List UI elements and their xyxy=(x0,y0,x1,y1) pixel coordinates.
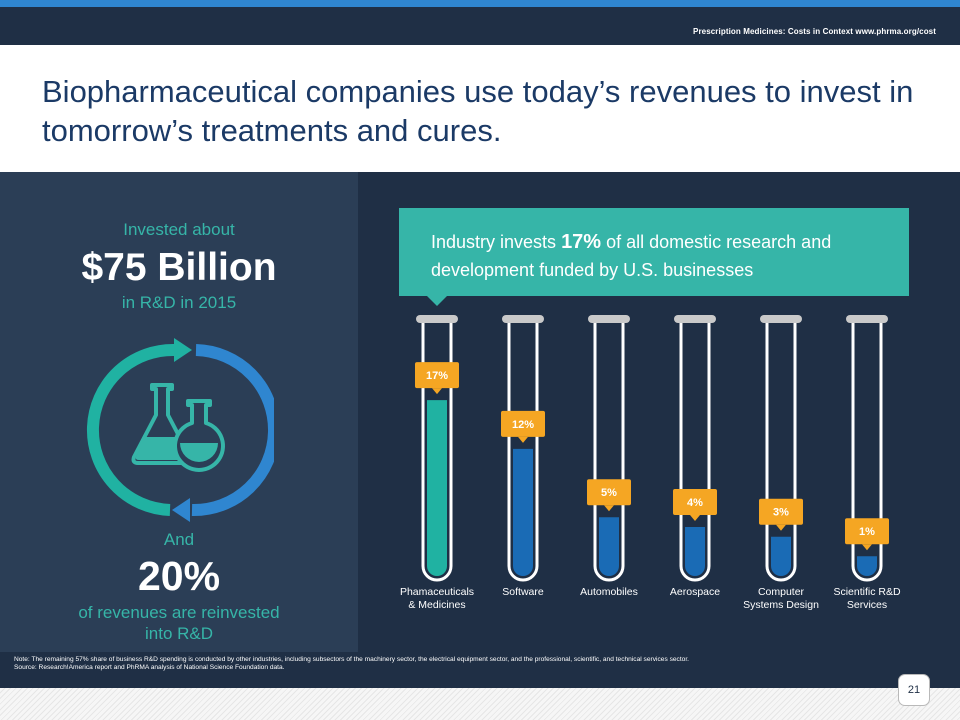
footnote-note: Note: The remaining 57% share of busines… xyxy=(14,656,689,663)
tube-outline xyxy=(851,320,883,582)
category-label: Automobiles xyxy=(580,586,638,598)
bar xyxy=(599,517,619,576)
bar xyxy=(771,536,791,576)
category-label-line: Computer xyxy=(758,586,805,598)
data-label: 12% xyxy=(512,419,534,431)
data-label-pointer xyxy=(690,514,700,521)
bar xyxy=(427,400,447,576)
data-label-box xyxy=(673,488,717,515)
data-label: 17% xyxy=(426,370,448,382)
category-label: Computer Systems Design xyxy=(743,586,819,611)
header-reference: Prescription Medicines: Costs in Context… xyxy=(693,27,936,36)
page-number: 21 xyxy=(898,674,930,706)
round-flask-icon xyxy=(173,399,225,472)
data-label-pointer xyxy=(604,505,614,512)
tube-cap xyxy=(846,315,888,323)
and-label: And xyxy=(163,530,195,549)
reinvest-label: of revenues are reinvested into R&D xyxy=(0,602,358,644)
bar xyxy=(685,526,705,576)
tube-cap xyxy=(416,315,458,323)
invested-about-label: Invested about xyxy=(123,220,235,239)
top-accent-bar xyxy=(0,0,960,7)
tube-outline xyxy=(593,320,625,582)
callout-prefix: Industry invests xyxy=(431,232,562,252)
category-label-line: & Medicines xyxy=(408,599,465,611)
category-label-line: Aerospace xyxy=(670,586,720,598)
callout-suffix: of all domestic research and development… xyxy=(431,232,832,280)
footnote: Note: The remaining 57% share of busines… xyxy=(14,656,714,673)
data-label-box xyxy=(845,518,889,545)
category-label-line: Automobiles xyxy=(580,586,638,598)
reinvest-label-line1: of revenues are reinvested xyxy=(78,603,280,622)
category-label-line: Scientific R&D xyxy=(833,586,901,598)
tube-outline xyxy=(765,320,797,582)
category-label-line: Systems Design xyxy=(743,599,819,611)
data-label-pointer xyxy=(776,524,786,531)
cycle-arrow-teal xyxy=(87,343,177,516)
bar xyxy=(513,448,533,576)
left-panel xyxy=(0,172,358,652)
footnote-source: Source: Research!America report and PhRM… xyxy=(14,664,285,672)
data-label: 1% xyxy=(859,526,875,538)
data-label-pointer xyxy=(518,436,528,443)
test-tube-bar-chart: 17% Phamaceuticals & Medicines 12% Software 5… xyxy=(400,315,901,611)
data-label: 5% xyxy=(601,487,617,499)
header-bar: Prescription Medicines: Costs in Context… xyxy=(0,7,960,45)
category-label-line: Services xyxy=(847,599,887,611)
data-label: 3% xyxy=(773,507,789,519)
data-label-box xyxy=(501,410,545,437)
tube-cap xyxy=(588,315,630,323)
category-label: Software xyxy=(502,586,544,598)
category-label: Aerospace xyxy=(670,586,720,598)
data-label-pointer xyxy=(862,544,872,551)
data-label-box xyxy=(759,498,803,525)
tube-cap xyxy=(760,315,802,323)
data-label-box xyxy=(587,479,631,506)
reinvest-percent: 20% xyxy=(137,553,221,599)
category-label: Phamaceuticals & Medicines xyxy=(400,586,474,611)
data-label-pointer xyxy=(432,388,442,395)
tube-cap xyxy=(502,315,544,323)
rd-year-label: in R&D in 2015 xyxy=(121,293,237,312)
investment-amount: $75 Billion xyxy=(81,246,277,289)
callout-highlight: 17% xyxy=(561,231,602,253)
category-label-line: Software xyxy=(502,586,544,598)
category-label-line: Phamaceuticals xyxy=(400,586,474,598)
tube-outline xyxy=(421,320,453,582)
page-title: Biopharmaceutical companies use today’s … xyxy=(42,74,914,148)
cycle-arrowhead-teal xyxy=(174,338,192,362)
reinvest-label-line2: into R&D xyxy=(144,624,214,643)
tube-outline xyxy=(507,320,539,582)
tube-cap xyxy=(674,315,716,323)
flask-cycle-icon xyxy=(87,338,274,522)
callout-pointer xyxy=(427,296,447,306)
tube-outline xyxy=(679,320,711,582)
callout-box: Industry invests 17% of all domestic res… xyxy=(399,208,909,306)
data-label: 4% xyxy=(687,497,703,509)
data-label-box xyxy=(415,362,459,389)
callout-text: Industry invests 17% of all domestic res… xyxy=(431,228,901,284)
bar xyxy=(857,556,877,576)
footer-bar xyxy=(0,688,960,720)
cycle-arrowhead-blue xyxy=(172,498,190,522)
category-label: Scientific R&D Services xyxy=(833,586,901,611)
